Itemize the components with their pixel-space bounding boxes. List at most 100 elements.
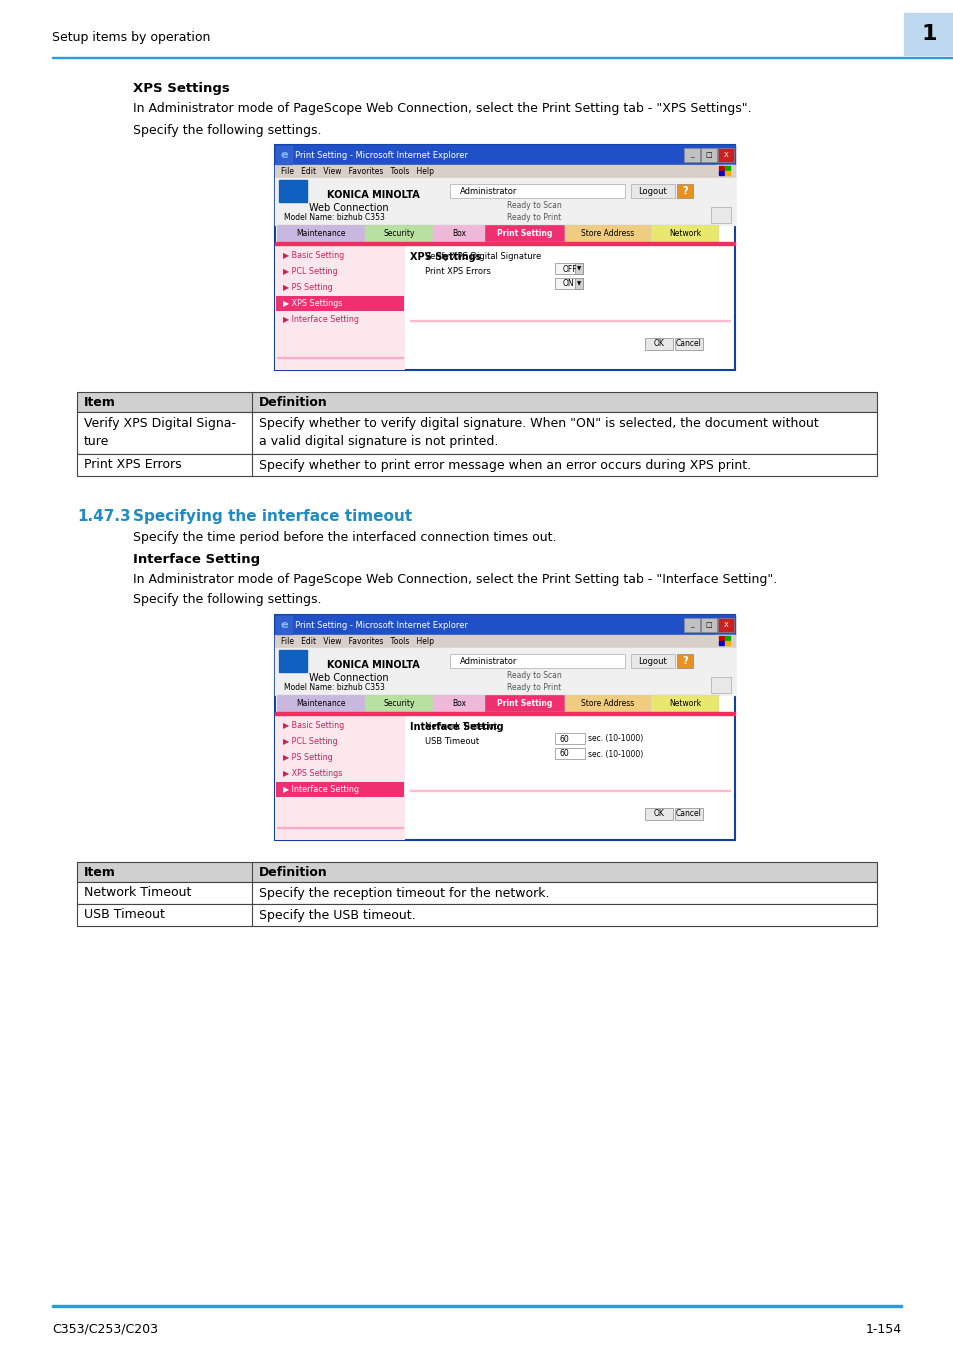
Text: ▶ PCL Setting: ▶ PCL Setting [283,267,337,275]
Bar [718,148,733,162]
Text: Store Address: Store Address [580,230,634,238]
Bar [274,616,734,840]
Text: Specify the following settings.: Specify the following settings. [132,593,321,606]
Bar [719,166,723,170]
Text: Print XPS Errors: Print XPS Errors [424,267,491,275]
Bar [675,809,702,819]
Bar [575,278,582,289]
Bar [724,641,729,645]
Text: Network: Network [668,699,700,707]
Text: Maintenance: Maintenance [296,230,345,238]
Text: USB Timeout: USB Timeout [84,909,165,922]
Bar [644,809,672,819]
Bar [700,618,717,632]
Bar [575,263,582,274]
Text: 60: 60 [559,749,569,759]
Text: OFF: OFF [562,265,577,274]
Bar [275,248,403,263]
Bar [719,171,723,176]
Bar [77,863,876,882]
Bar [433,225,484,242]
Text: ▶ Basic Setting: ▶ Basic Setting [283,721,344,730]
Text: Print Setting: Print Setting [497,230,552,238]
Bar [724,166,729,170]
Bar [274,165,734,178]
Text: ▶ PCL Setting: ▶ PCL Setting [283,737,337,747]
Text: Verify XPS Digital Signa-
ture: Verify XPS Digital Signa- ture [84,417,235,448]
Text: Item: Item [84,865,115,879]
Bar [484,695,564,711]
Text: _: _ [690,622,693,628]
Bar [275,146,292,163]
Bar [700,148,717,162]
Text: Web Connection: Web Connection [309,674,388,683]
Bar [77,412,876,454]
Text: Print Setting - Microsoft Internet Explorer: Print Setting - Microsoft Internet Explo… [294,150,468,159]
Text: Setup items by operation: Setup items by operation [52,31,211,45]
Text: ▶ PS Setting: ▶ PS Setting [283,284,333,292]
Text: Ready to Scan: Ready to Scan [506,201,561,209]
Bar [275,782,403,796]
Bar [274,634,734,648]
Text: Cancel: Cancel [676,339,701,348]
Text: ?: ? [681,186,687,196]
Bar [275,765,403,782]
Bar [433,695,484,711]
Bar [77,392,876,412]
Text: Verify XPS Digital Signature: Verify XPS Digital Signature [424,252,540,261]
Text: Network Timeout: Network Timeout [424,722,497,730]
Bar [555,733,584,744]
Text: Specify the USB timeout.: Specify the USB timeout. [258,909,416,922]
Text: 60: 60 [559,734,569,744]
Bar [274,711,734,716]
Bar [278,180,307,202]
Text: Model Name: bizhub C353: Model Name: bizhub C353 [284,213,384,223]
Text: Logout: Logout [638,656,667,666]
Bar [710,207,730,223]
Text: Interface Setting: Interface Setting [132,554,260,566]
Text: KONICA MINOLTA: KONICA MINOLTA [327,660,419,670]
Text: Ready to Scan: Ready to Scan [506,671,561,679]
Text: X: X [723,153,727,158]
Text: Specify the following settings.: Specify the following settings. [132,124,321,136]
Text: Interface Setting: Interface Setting [410,722,503,732]
Bar [450,184,624,198]
Bar [274,144,734,165]
Text: Network: Network [668,230,700,238]
Text: Specify whether to verify digital signature. When "ON" is selected, the document: Specify whether to verify digital signat… [258,417,818,448]
Bar [714,634,734,648]
Bar [275,718,403,733]
Bar [683,148,700,162]
Text: C353/C253/C203: C353/C253/C203 [52,1323,158,1336]
Bar [630,653,675,668]
Bar [365,695,433,711]
Bar [275,734,403,749]
Text: e: e [280,620,288,630]
Text: Print XPS Errors: Print XPS Errors [84,459,181,471]
Text: ▶ XPS Settings: ▶ XPS Settings [283,298,342,308]
Text: Definition: Definition [258,865,328,879]
Text: In Administrator mode of PageScope Web Connection, select the Print Setting tab : In Administrator mode of PageScope Web C… [132,103,751,115]
Bar [77,882,876,905]
Text: ▶ PS Setting: ▶ PS Setting [283,753,333,761]
Bar [275,296,403,310]
Bar [275,279,403,296]
Text: Security: Security [383,230,415,238]
Text: Specify the time period before the interfaced connection times out.: Specify the time period before the inter… [132,531,556,544]
Bar [724,636,729,640]
Text: ▼: ▼ [577,266,580,271]
Bar [274,178,734,225]
Text: Logout: Logout [638,186,667,196]
Text: ▶ Interface Setting: ▶ Interface Setting [283,784,358,794]
Bar [555,263,582,274]
Text: In Administrator mode of PageScope Web Connection, select the Print Setting tab : In Administrator mode of PageScope Web C… [132,572,777,586]
Bar [274,144,734,370]
Bar [650,225,719,242]
Bar [275,616,292,634]
Text: □: □ [705,622,712,628]
Text: XPS Settings: XPS Settings [132,82,230,94]
Text: Ready to Print: Ready to Print [506,683,560,691]
Text: KONICA MINOLTA: KONICA MINOLTA [327,190,419,200]
Bar [274,244,405,370]
Text: Security: Security [383,699,415,707]
